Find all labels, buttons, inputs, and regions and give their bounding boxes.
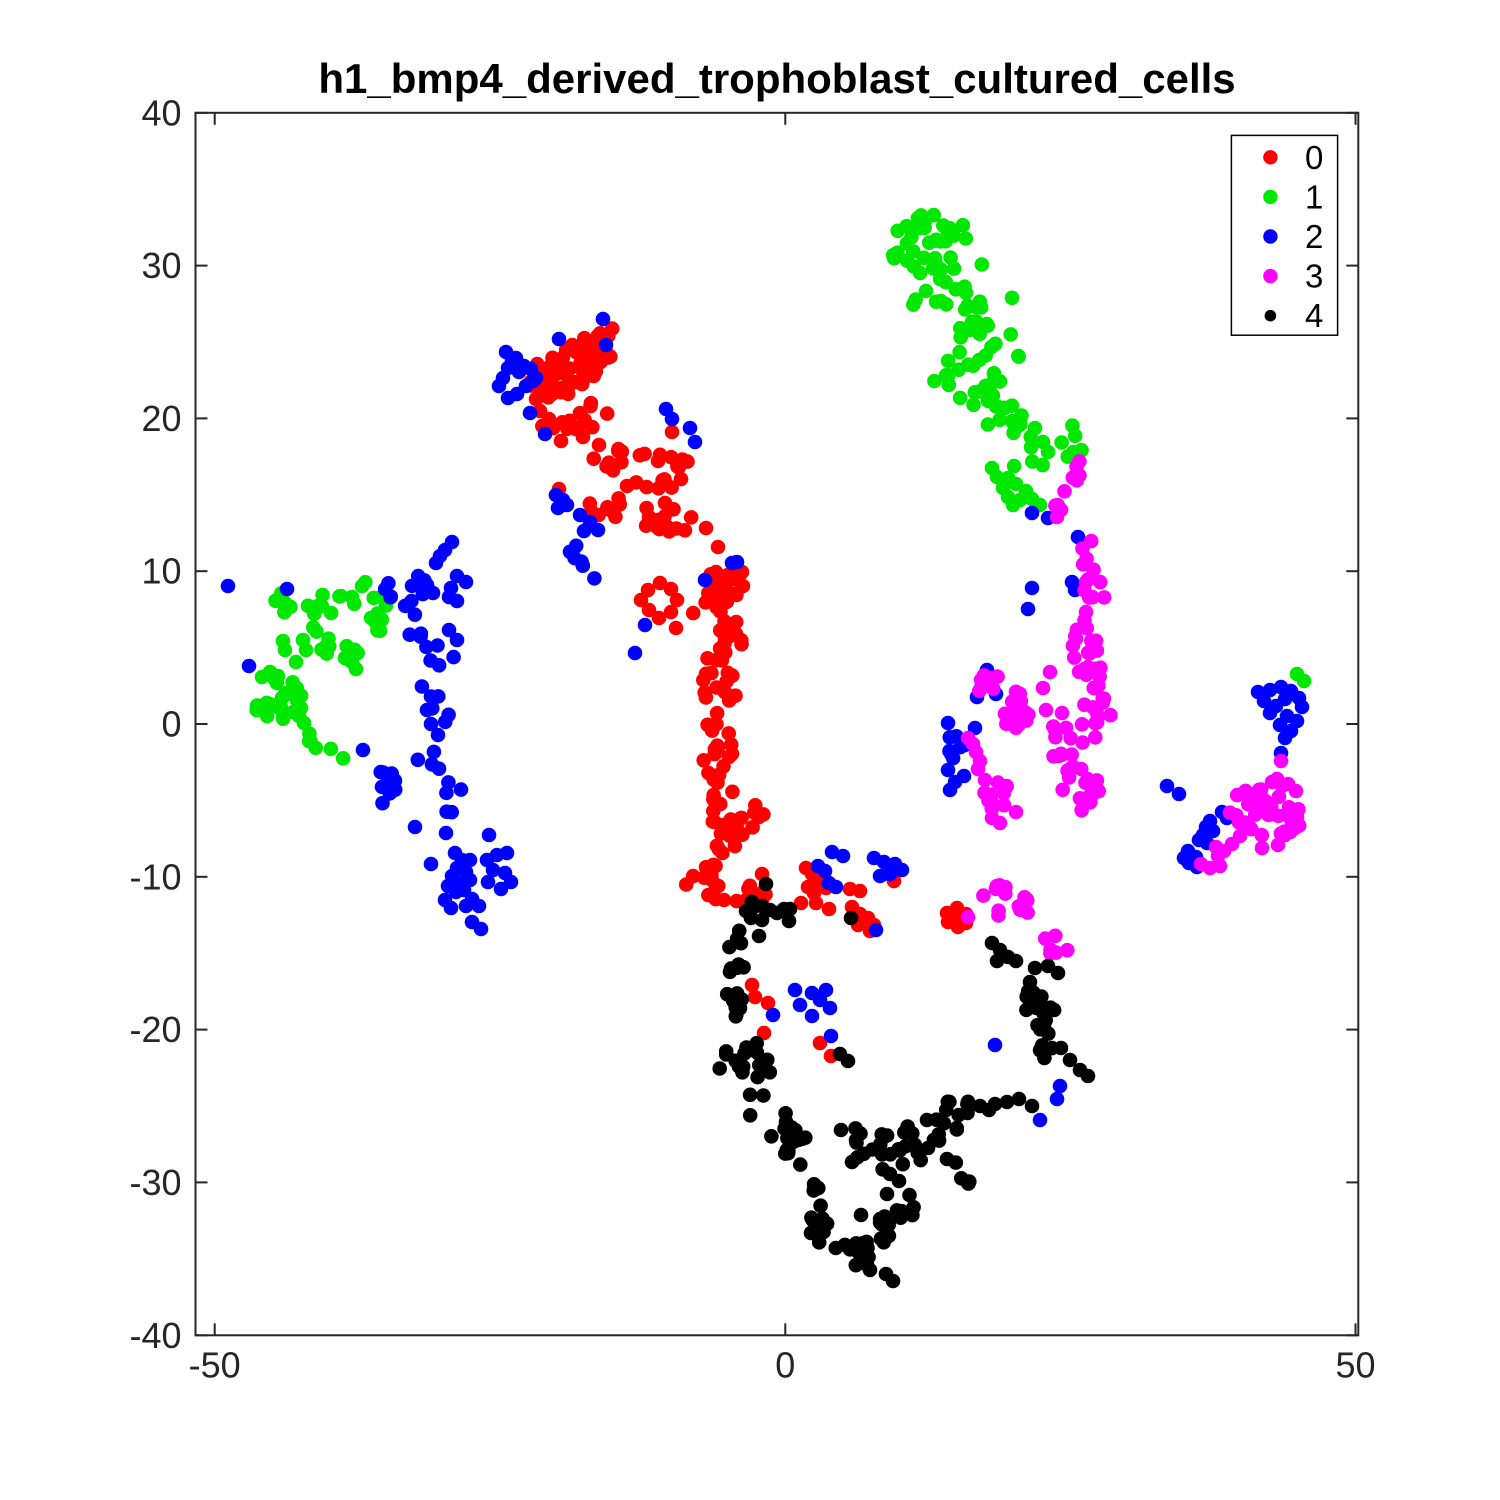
svg-text:-20: -20: [129, 1009, 181, 1050]
svg-text:-50: -50: [189, 1344, 241, 1385]
svg-text:30: 30: [141, 245, 181, 286]
svg-text:50: 50: [1335, 1344, 1375, 1385]
svg-text:-40: -40: [129, 1315, 181, 1356]
svg-text:-30: -30: [129, 1162, 181, 1203]
svg-text:1: 1: [1305, 178, 1323, 215]
svg-text:10: 10: [141, 551, 181, 592]
svg-text:-10: -10: [129, 856, 181, 897]
svg-text:20: 20: [141, 398, 181, 439]
svg-text:4: 4: [1305, 297, 1323, 334]
svg-text:40: 40: [141, 92, 181, 133]
svg-text:0: 0: [161, 704, 181, 745]
svg-text:0: 0: [1305, 139, 1323, 176]
svg-text:2: 2: [1305, 218, 1323, 255]
svg-text:h1_bmp4_derived_trophoblast_cu: h1_bmp4_derived_trophoblast_cultured_cel…: [318, 55, 1235, 102]
svg-text:0: 0: [775, 1344, 795, 1385]
svg-text:3: 3: [1305, 258, 1323, 295]
